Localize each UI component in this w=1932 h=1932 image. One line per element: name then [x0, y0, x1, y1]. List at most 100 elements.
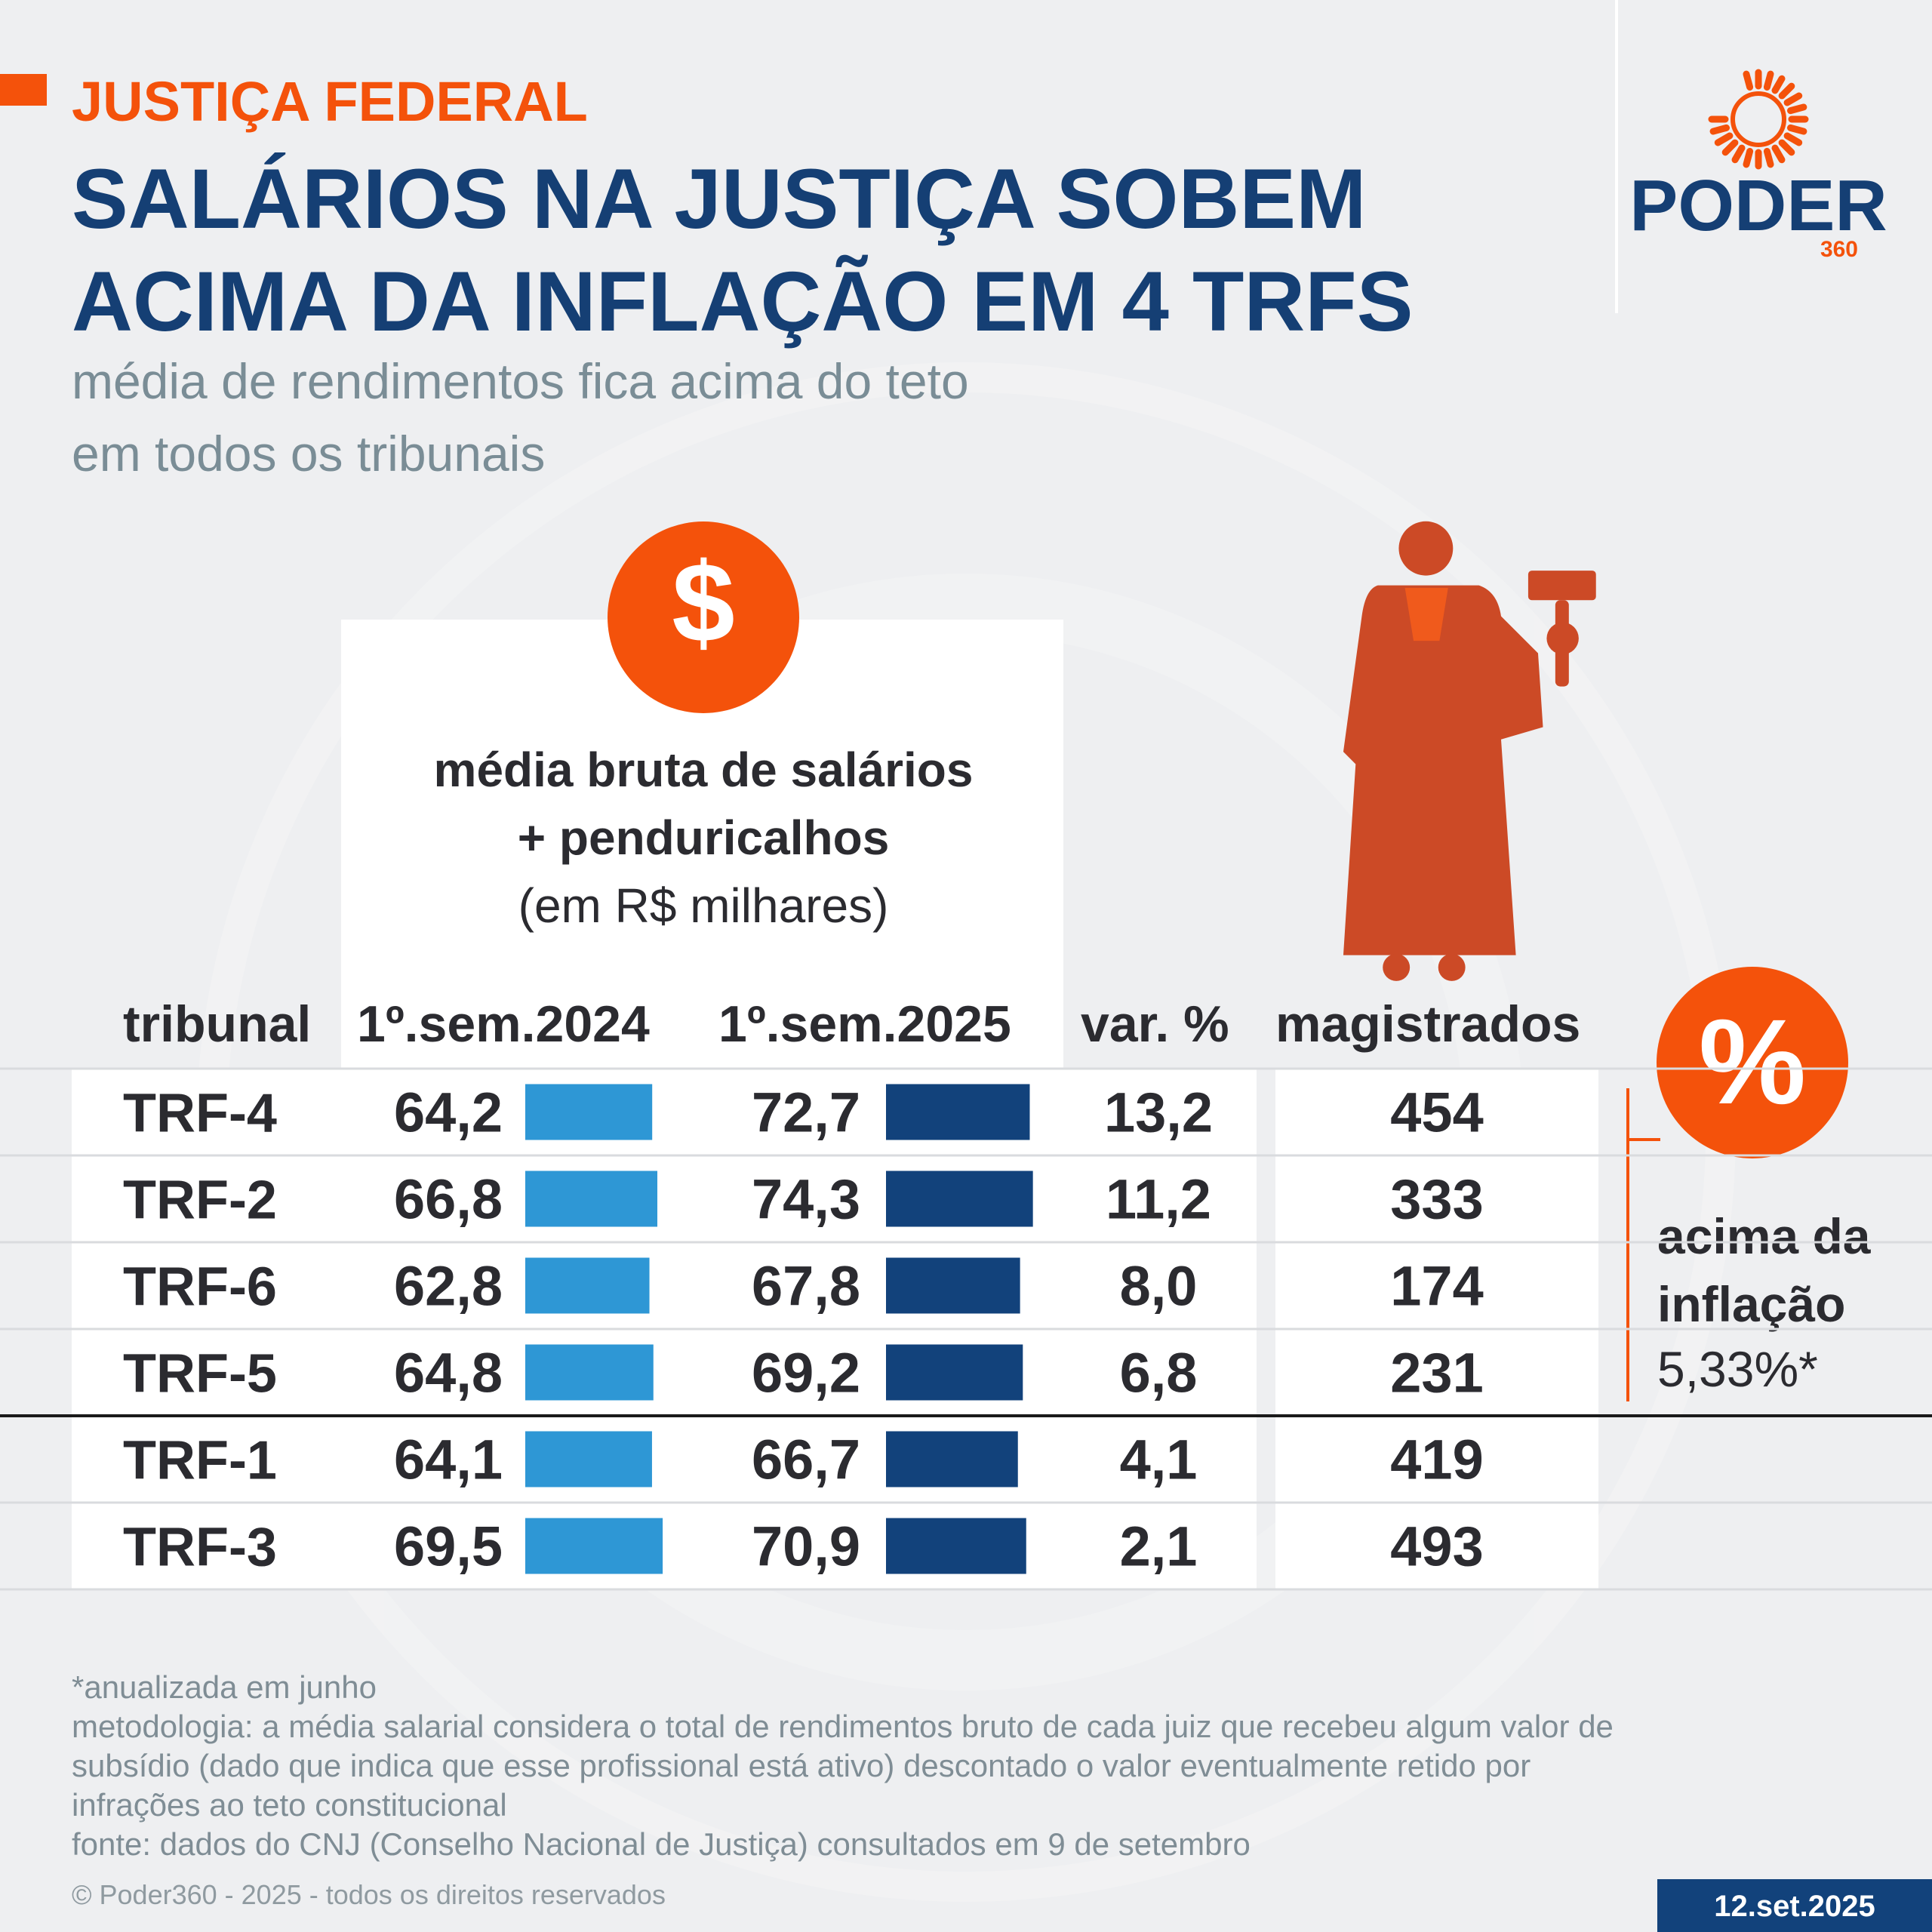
column-note: + penduricalhos: [518, 811, 890, 865]
percent-symbol: %: [1699, 994, 1806, 1129]
row-cell: [1275, 1069, 1598, 1155]
bar: [525, 1344, 654, 1401]
logo-sun: [1708, 69, 1809, 170]
magistrates: 333: [1390, 1168, 1483, 1231]
footnote: fonte: dados do CNJ (Conselho Nacional d…: [72, 1826, 1251, 1862]
annotation-label: acima da: [1657, 1208, 1872, 1264]
bar: [886, 1084, 1030, 1140]
column-note: média bruta de salários: [434, 743, 974, 797]
column-header: 1º.sem.2025: [718, 995, 1011, 1053]
bar: [886, 1171, 1033, 1227]
logo-ray: [1787, 103, 1807, 115]
value-label: 64,8: [394, 1342, 503, 1404]
row-cell: [1063, 1155, 1257, 1242]
bar: [525, 1084, 653, 1140]
bar: [525, 1518, 663, 1574]
logo-ray: [1714, 132, 1734, 146]
row-cell: [1275, 1242, 1598, 1329]
date: 12.set.2025: [1714, 1890, 1875, 1923]
footnote: subsídio (dado que indica que esse profi…: [72, 1748, 1531, 1783]
bar: [886, 1518, 1026, 1574]
logo-ray: [1771, 75, 1786, 94]
value-label: 67,8: [752, 1255, 860, 1318]
subtitle: em todos os tribunais: [72, 426, 545, 481]
copyright: © Poder360 - 2025 - todos os direitos re…: [72, 1879, 666, 1910]
logo-ray: [1763, 148, 1774, 168]
magistrates: 231: [1390, 1342, 1483, 1404]
logo-ray: [1778, 139, 1795, 156]
bar: [525, 1431, 652, 1487]
row-cell: [1063, 1416, 1257, 1503]
column-header: tribunal: [123, 995, 311, 1053]
logo-ray: [1778, 82, 1795, 100]
annotation-value: 5,33%*: [1657, 1341, 1818, 1397]
title: ACIMA DA INFLAÇÃO EM 4 TRFS: [72, 254, 1413, 349]
logo-ray: [1743, 70, 1754, 91]
magistrates: 174: [1390, 1255, 1483, 1318]
value-label: 69,2: [752, 1342, 860, 1404]
logo-ray: [1709, 124, 1730, 135]
row-cell: [1063, 1069, 1257, 1155]
row-cell: [1063, 1242, 1257, 1329]
kicker: JUSTIÇA FEDERAL: [72, 70, 588, 133]
row-cell: [72, 1329, 341, 1416]
row-cell: [72, 1155, 341, 1242]
bar: [886, 1431, 1018, 1487]
footnote: infrações ao teto constitucional: [72, 1787, 507, 1823]
column-note: (em R$ milhares): [518, 878, 889, 933]
footnote: metodologia: a média salarial considera …: [72, 1709, 1614, 1744]
value-label: 70,9: [752, 1515, 860, 1578]
dollar-symbol: $: [672, 539, 734, 666]
bar: [886, 1344, 1023, 1401]
magistrates: 454: [1390, 1081, 1483, 1144]
category-label: TRF-3: [123, 1518, 277, 1578]
dollar-icon: [608, 521, 799, 713]
variation: 6,8: [1120, 1342, 1198, 1404]
row-cell: [1275, 1503, 1598, 1589]
title: SALÁRIOS NA JUSTIÇA SOBEM: [72, 152, 1366, 246]
column-header: var. %: [1081, 995, 1229, 1053]
category-label: TRF-2: [123, 1171, 277, 1231]
column-header: 1º.sem.2024: [357, 995, 650, 1053]
subtitle: média de rendimentos fica acima do teto: [72, 353, 969, 409]
footnotes: *anualizada em junho metodologia: a média…: [72, 1669, 1614, 1862]
row-cell: [1275, 1416, 1598, 1503]
row-cell: [72, 1069, 341, 1155]
variation: 8,0: [1120, 1255, 1198, 1318]
logo-number: 360: [1820, 237, 1858, 262]
logo-ray: [1771, 144, 1786, 164]
value-label: 62,8: [394, 1255, 503, 1318]
logo-ray: [1743, 148, 1754, 168]
category-label: TRF-1: [123, 1431, 277, 1491]
table: tribunal 1º.sem.2024 1º.sem.2025 var. % magi…: [0, 995, 1932, 1591]
variation: 11,2: [1106, 1168, 1211, 1231]
judge-icon: [1343, 521, 1596, 981]
row-cell: [1063, 1503, 1257, 1589]
magistrates: 419: [1390, 1429, 1483, 1491]
date-box: [1657, 1879, 1932, 1932]
row-cell: [1063, 1329, 1257, 1416]
row-cell: [72, 1503, 341, 1589]
category-label: TRF-6: [123, 1257, 277, 1318]
logo-ray: [1763, 70, 1774, 91]
kicker-mark: [0, 74, 47, 106]
value-label: 72,7: [752, 1081, 860, 1144]
category-label: TRF-4: [123, 1084, 277, 1144]
footnote: *anualizada em junho: [72, 1669, 377, 1705]
variation: 4,1: [1120, 1429, 1198, 1491]
bar: [886, 1257, 1020, 1314]
row-cell: [72, 1416, 341, 1503]
value-label: 64,1: [394, 1429, 503, 1491]
value-label: 74,3: [752, 1168, 860, 1231]
column-header: magistrados: [1275, 995, 1580, 1053]
percent-icon: [1657, 967, 1848, 1158]
variation: 13,2: [1104, 1081, 1213, 1144]
logo-ray: [1787, 124, 1807, 135]
row-cell: [1275, 1329, 1598, 1416]
value-label: 69,5: [394, 1515, 503, 1578]
logo-ray: [1783, 132, 1803, 146]
value-label: 64,2: [394, 1081, 503, 1144]
magistrates: 493: [1390, 1515, 1483, 1578]
